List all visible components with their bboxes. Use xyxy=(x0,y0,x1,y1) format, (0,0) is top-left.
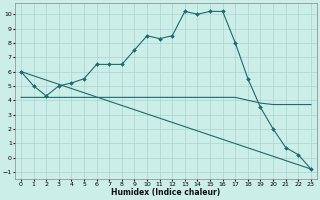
X-axis label: Humidex (Indice chaleur): Humidex (Indice chaleur) xyxy=(111,188,220,197)
